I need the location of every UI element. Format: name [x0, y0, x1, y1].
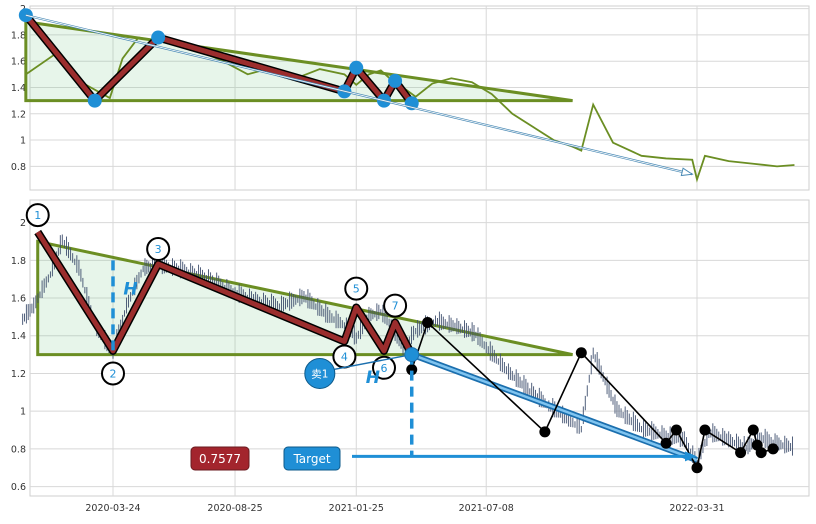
target-button-label: Target — [292, 452, 330, 466]
x-tick-label: 2021-07-08 — [459, 503, 514, 514]
point-label: 6 — [381, 362, 388, 375]
target-price-label: 0.7577 — [199, 452, 241, 466]
y-tick-label: 1.2 — [11, 369, 26, 380]
target-button-box — [283, 446, 341, 471]
h-marker: H — [123, 279, 137, 299]
pivot-point — [699, 424, 711, 436]
sell-point — [404, 347, 420, 363]
pivot-point — [767, 443, 779, 455]
y-tick-label: 1 — [20, 136, 26, 147]
y-tick-label: 1.2 — [11, 109, 26, 120]
y-tick-label: 1.4 — [11, 83, 26, 94]
pivot-point — [539, 426, 551, 438]
target-price-box — [190, 446, 250, 471]
pivot-point — [735, 447, 747, 459]
point-label: 7 — [392, 300, 399, 313]
zigzag-point — [349, 60, 364, 75]
bottom-panel: 0.6 0.8 1 1.2 1.4 1.6 1.8 2 2020-03-24 2020-08-25… — [11, 199, 810, 514]
y-tick-label: 1.8 — [11, 256, 26, 267]
x-tick-label: 2020-03-24 — [85, 503, 140, 514]
point-label: 1 — [34, 209, 41, 222]
pivot-point — [660, 437, 672, 449]
y-tick-label: 1 — [20, 407, 26, 418]
point-label-circle — [383, 293, 408, 318]
y-tick-label: 1.6 — [11, 57, 26, 68]
target-arrow-head — [685, 451, 697, 462]
y-tick-label: 0.8 — [11, 444, 26, 455]
y-tick-label: 0.8 — [11, 162, 26, 173]
y-tick-label: 1.8 — [11, 30, 26, 41]
x-tick-label: 2022-03-31 — [669, 503, 724, 514]
projection-line — [411, 353, 698, 462]
pivot-point — [755, 447, 767, 459]
pivot-point — [575, 347, 587, 359]
point-label: 5 — [353, 283, 360, 296]
x-tick-label: 2020-08-25 — [207, 503, 262, 514]
sell-marker-label: 卖1 — [311, 368, 328, 380]
pivot-point — [691, 462, 703, 474]
pivot-point — [422, 317, 434, 329]
y-tick-label: 1.6 — [11, 294, 26, 305]
y-tick-label: 1.4 — [11, 331, 26, 342]
point-label: 4 — [341, 350, 348, 363]
sell-connector — [333, 353, 412, 371]
y-tick-label: 0.6 — [11, 482, 26, 493]
x-tick-label: 2021-01-25 — [329, 503, 384, 514]
arrow-shaft-inner — [25, 14, 693, 175]
y-tick-label: 2 — [20, 218, 26, 229]
sell-marker-circle — [304, 357, 336, 389]
point-label-circle — [146, 237, 171, 262]
pivot-point — [670, 424, 682, 436]
point-label-circle — [372, 355, 397, 380]
h-marker: H — [366, 368, 380, 388]
pivot-point — [747, 424, 759, 436]
point-label: 3 — [155, 243, 162, 256]
zigzag-line — [35, 230, 414, 356]
point-label-circle — [344, 276, 369, 301]
zigzag-point — [388, 73, 403, 88]
zigzag-point — [151, 30, 166, 45]
zigzag-point — [87, 93, 102, 108]
pivot-point — [406, 364, 418, 376]
arrow-head — [680, 167, 694, 177]
point-label: 2 — [110, 367, 117, 380]
point-label-circle — [101, 361, 125, 386]
point-label-circle — [25, 203, 50, 228]
top-panel: 0.811.21.41.61.82 — [11, 4, 810, 191]
